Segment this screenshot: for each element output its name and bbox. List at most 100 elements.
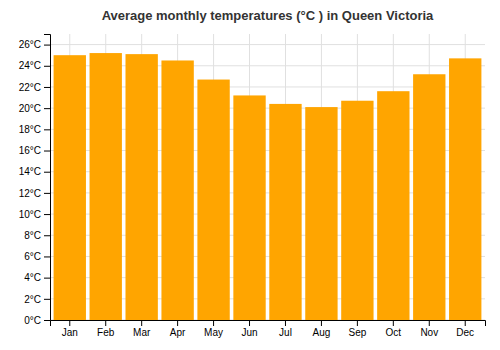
y-tick-label: 16°C — [19, 145, 41, 156]
x-tick: Jul — [279, 320, 292, 338]
y-tick: 6°C — [24, 251, 50, 262]
x-axis: Jan Feb Mar Apr May Jun Jul Aug Sep Oct Nov Dec — [51, 320, 486, 338]
bar — [197, 80, 229, 320]
y-tick-label: 18°C — [19, 124, 41, 135]
x-tick: Jan — [62, 320, 78, 338]
y-tick-label: 4°C — [24, 272, 41, 283]
y-tick-line — [44, 172, 50, 173]
bar — [125, 54, 157, 320]
x-tick: Nov — [420, 320, 438, 338]
x-tick-line — [393, 320, 394, 326]
x-tick-line — [177, 320, 178, 326]
y-tick-line — [44, 45, 50, 46]
x-tick: Mar — [133, 320, 151, 338]
y-tick-line — [44, 193, 50, 194]
x-tick-label: Jan — [62, 327, 78, 338]
y-tick: 20°C — [19, 103, 50, 114]
y-tick-label: 14°C — [19, 166, 41, 177]
x-tick-label: Jun — [241, 327, 257, 338]
x-tick: Aug — [313, 320, 331, 338]
x-tick-label: May — [204, 327, 223, 338]
y-axis-line — [44, 35, 51, 321]
y-tick: 16°C — [19, 145, 50, 156]
chart: 0°C 2°C 4°C 6°C 8°C 10°C 12°C 14°C 16°C 18°C 20°C 2… — [0, 0, 500, 350]
y-tick-label: 26°C — [19, 39, 41, 50]
y-tick-label: 22°C — [19, 82, 41, 93]
y-tick-line — [44, 299, 50, 300]
bar — [413, 74, 445, 320]
x-tick-line — [285, 320, 286, 326]
chart-container: 0°C 2°C 4°C 6°C 8°C 10°C 12°C 14°C 16°C 18°C 20°C 2… — [0, 0, 500, 350]
y-tick: 8°C — [24, 230, 50, 241]
x-tick-label: Mar — [133, 327, 151, 338]
y-tick-line — [44, 87, 50, 88]
x-tick: May — [204, 320, 223, 338]
y-tick: 4°C — [24, 272, 50, 283]
x-tick-label: Nov — [420, 327, 438, 338]
y-tick: 12°C — [19, 188, 50, 199]
x-tick-line — [105, 320, 106, 326]
x-tick: Dec — [456, 320, 474, 338]
x-tick-label: Sep — [348, 327, 366, 338]
y-tick-label: 8°C — [24, 230, 41, 241]
x-tick-line — [357, 320, 358, 326]
y-tick-label: 6°C — [24, 251, 41, 262]
y-tick-line — [44, 108, 50, 109]
bar — [90, 53, 122, 320]
y-tick: 0°C — [24, 315, 50, 326]
x-tick-label: Aug — [313, 327, 331, 338]
bar — [341, 101, 373, 320]
x-tick: Sep — [348, 320, 366, 338]
y-tick-line — [44, 235, 50, 236]
y-tick-label: 10°C — [19, 209, 41, 220]
x-tick-line — [465, 320, 466, 326]
y-tick-line — [44, 129, 50, 130]
x-tick: Jun — [241, 320, 257, 338]
x-tick-line — [321, 320, 322, 326]
x-tick-label: Feb — [97, 327, 115, 338]
x-tick: Feb — [97, 320, 115, 338]
y-tick: 18°C — [19, 124, 50, 135]
y-tick: 2°C — [24, 294, 50, 305]
y-grid-line — [50, 44, 485, 45]
x-tick: Apr — [170, 320, 186, 338]
y-tick: 14°C — [19, 166, 50, 177]
y-tick-line — [44, 214, 50, 215]
x-tick-label: Oct — [386, 327, 402, 338]
bar — [305, 107, 337, 320]
y-tick-line — [44, 66, 50, 67]
bar — [269, 104, 301, 320]
y-tick: 26°C — [19, 39, 50, 50]
x-axis-line — [51, 321, 486, 327]
bar — [377, 91, 409, 320]
title: Average monthly temperatures (°C ) in Qu… — [102, 8, 434, 23]
x-tick-line — [141, 320, 142, 326]
y-tick-line — [44, 320, 50, 321]
y-tick-label: 24°C — [19, 60, 41, 71]
bar — [449, 58, 481, 320]
x-tick: Oct — [386, 320, 402, 338]
x-tick-label: Jul — [279, 327, 292, 338]
y-tick-label: 12°C — [19, 188, 41, 199]
x-tick-line — [213, 320, 214, 326]
x-tick-line — [69, 320, 70, 326]
y-tick: 10°C — [19, 209, 50, 220]
y-tick: 24°C — [19, 60, 50, 71]
y-tick-label: 20°C — [19, 103, 41, 114]
x-tick-label: Dec — [456, 327, 474, 338]
y-tick-label: 0°C — [24, 315, 41, 326]
grid — [50, 34, 485, 320]
y-tick-label: 2°C — [24, 294, 41, 305]
y-tick-line — [44, 151, 50, 152]
plot-area — [54, 53, 482, 320]
x-tick-label: Apr — [170, 327, 186, 338]
bar — [161, 60, 193, 320]
y-tick-line — [44, 278, 50, 279]
x-tick-line — [249, 320, 250, 326]
x-tick-line — [429, 320, 430, 326]
y-tick: 22°C — [19, 82, 50, 93]
y-tick-line — [44, 256, 50, 257]
bar — [233, 95, 265, 320]
y-axis: 0°C 2°C 4°C 6°C 8°C 10°C 12°C 14°C 16°C 18°C 20°C 2… — [19, 35, 51, 326]
bar — [54, 55, 86, 320]
